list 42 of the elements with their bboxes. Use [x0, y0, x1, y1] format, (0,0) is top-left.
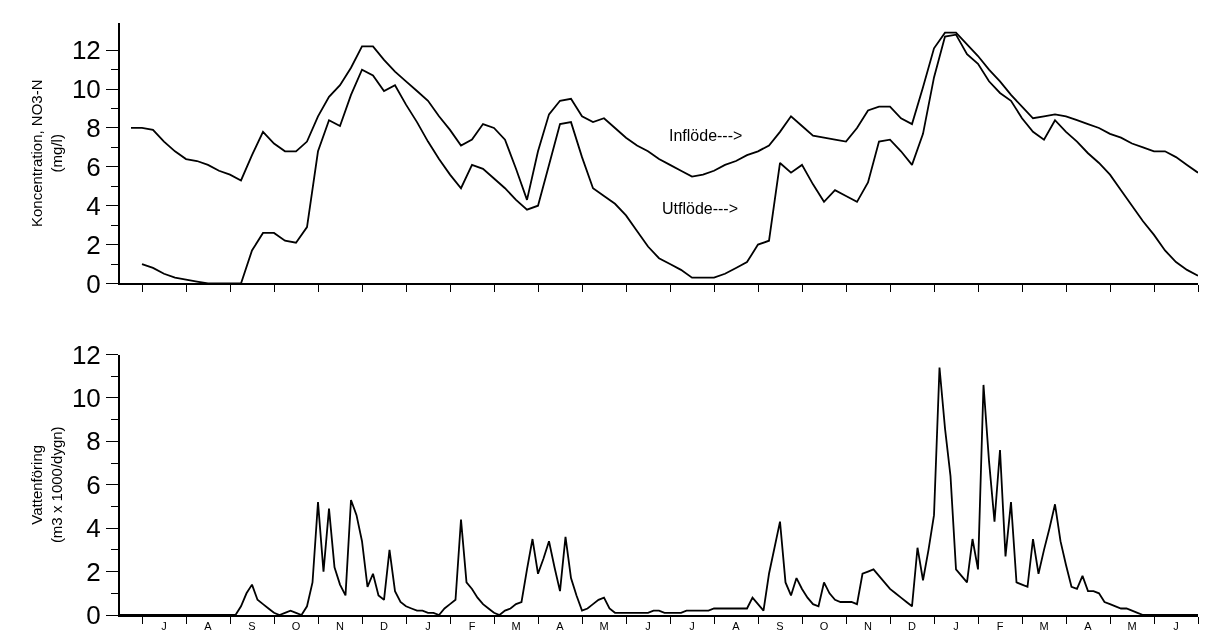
y-tick-label: 6 — [86, 469, 101, 500]
y-axis-title: Koncentration, NO3-N (mg/l) — [28, 79, 65, 228]
y-tick-label: 0 — [86, 268, 101, 299]
y-tick-label: 4 — [86, 190, 101, 221]
x-tick-label: M — [1127, 620, 1137, 633]
x-tick-label: S — [776, 620, 784, 633]
y-tick-label: 8 — [86, 113, 101, 144]
x-tick-label: O — [819, 620, 829, 633]
x-tick-label: J — [953, 620, 959, 633]
x-tick-label: O — [291, 620, 301, 633]
y-tick-label: 2 — [86, 556, 101, 587]
x-tick-label: A — [1084, 620, 1093, 633]
x-tick-label: J — [689, 620, 695, 633]
x-tick-label: S — [248, 620, 256, 633]
y-tick-label: 10 — [71, 383, 101, 414]
y-tick-label: 0 — [86, 600, 101, 631]
x-tick-label: M — [511, 620, 521, 633]
y-axis-title: Vattenföring (m3 x 1000/dygn) — [28, 426, 65, 544]
x-tick-label: M — [1039, 620, 1049, 633]
y-tick-label: 4 — [86, 513, 101, 544]
x-tick-label: A — [556, 620, 565, 633]
y-tick-label: 12 — [71, 35, 101, 66]
x-tick-label: D — [380, 620, 389, 633]
x-tick-label: J — [645, 620, 651, 633]
x-tick-label: D — [908, 620, 917, 633]
x-tick-label: F — [468, 620, 476, 633]
x-tick-label: J — [1173, 620, 1179, 633]
y-tick-label: 2 — [86, 229, 101, 260]
y-tick-label: 6 — [86, 151, 101, 182]
y-tick-label: 8 — [86, 426, 101, 457]
x-tick-label: J — [161, 620, 167, 633]
y-tick-label: 12 — [71, 339, 101, 370]
x-tick-label: A — [732, 620, 741, 633]
x-tick-label: J — [425, 620, 431, 633]
x-tick-label: N — [864, 620, 873, 633]
annotation: Inflöde---> — [669, 127, 743, 144]
y-tick-label: 10 — [71, 74, 101, 105]
x-tick-label: F — [996, 620, 1004, 633]
x-tick-label: M — [599, 620, 609, 633]
annotation: Utflöde---> — [662, 200, 739, 217]
x-tick-label: N — [336, 620, 345, 633]
x-tick-label: A — [204, 620, 213, 633]
